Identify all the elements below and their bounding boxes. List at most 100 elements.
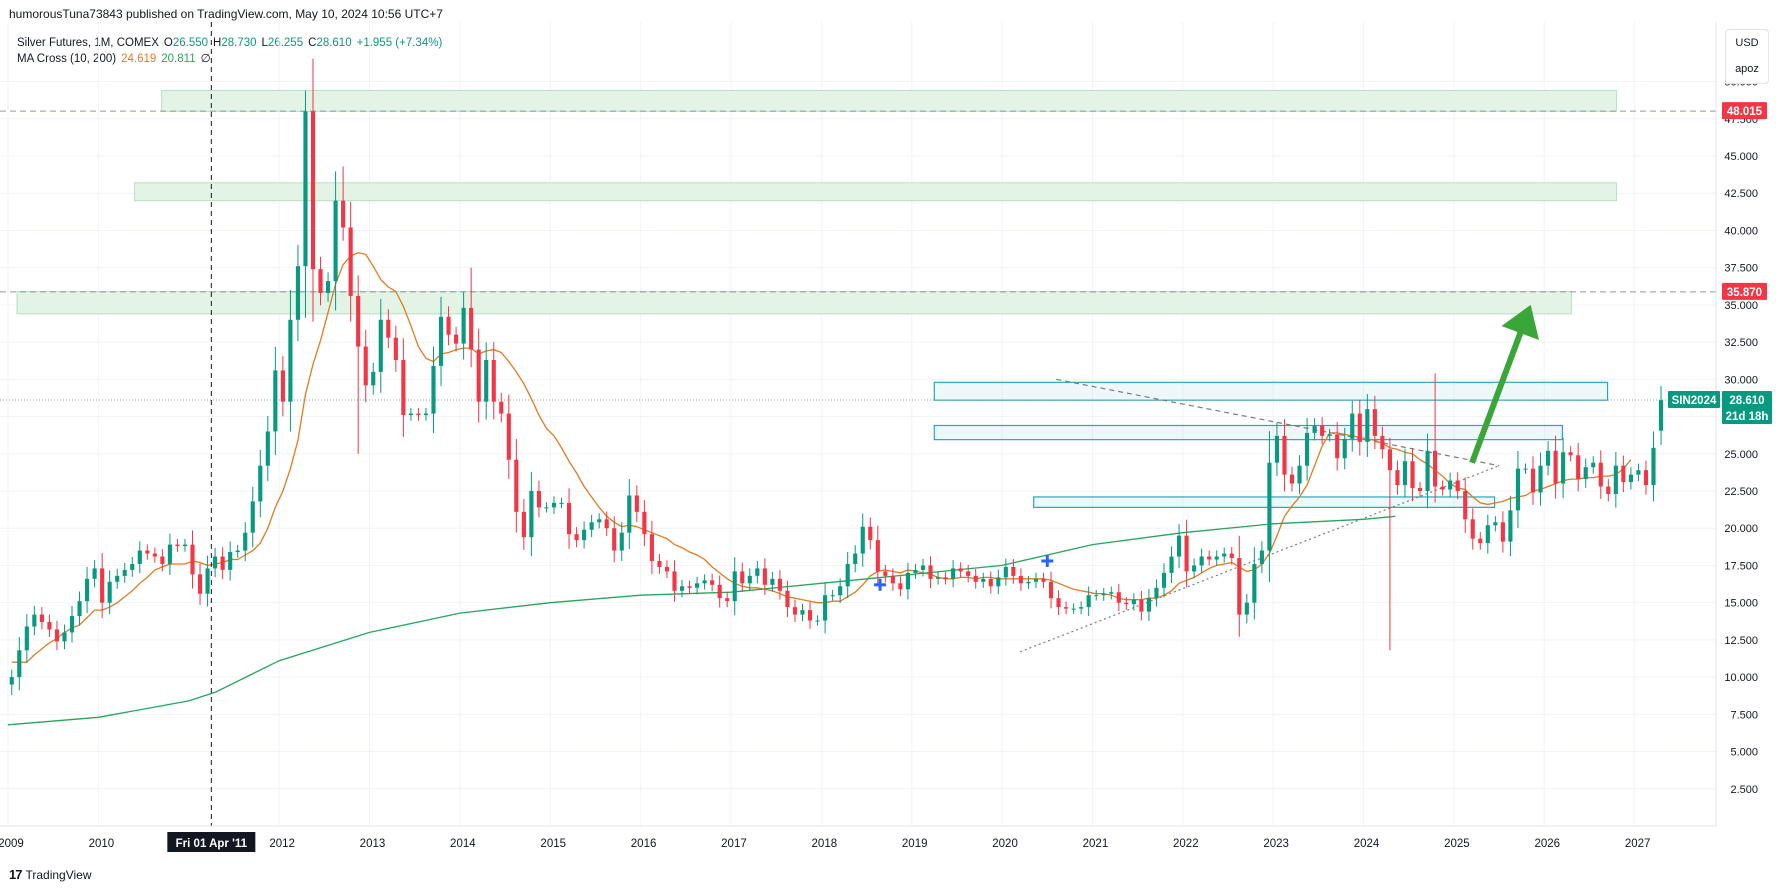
candle-body — [664, 566, 670, 572]
candle-body — [612, 528, 617, 551]
candle-body — [47, 622, 52, 630]
candle-body — [1523, 468, 1528, 470]
price-tag-high-text: 48.015 — [1727, 106, 1763, 118]
symbol-tag-text: SIN2024 — [1672, 395, 1717, 407]
candle-body — [1214, 556, 1219, 560]
candle-body — [1109, 592, 1114, 594]
y-tick-label: 40.000 — [1724, 225, 1758, 237]
candle-body — [1508, 510, 1513, 542]
candle-body — [506, 413, 511, 460]
candle-body — [54, 629, 60, 642]
candle-body — [1455, 480, 1460, 491]
candle-body — [514, 459, 519, 512]
y-tick-label: 17.500 — [1724, 560, 1758, 572]
candle-body — [589, 522, 594, 530]
candle-body — [1222, 553, 1227, 557]
candle-body — [273, 370, 278, 432]
candle-body — [17, 650, 22, 678]
y-tick-label: 37.500 — [1724, 263, 1758, 275]
candle-body — [1417, 488, 1423, 491]
symbol-line[interactable]: Silver Futures, 1M, COMEX — [17, 37, 159, 49]
open-label: O — [163, 37, 173, 49]
candle-body — [1327, 434, 1332, 436]
candle-body — [710, 580, 715, 585]
candle-body — [913, 569, 918, 573]
candle-body — [1576, 455, 1581, 480]
candle-body — [536, 491, 541, 508]
candle-body — [1387, 449, 1392, 471]
x-tick-label: 2015 — [540, 838, 566, 850]
candle-body — [62, 632, 67, 642]
currency-unit-selector[interactable]: USD apoz — [1725, 29, 1769, 84]
candle-body — [288, 319, 293, 402]
ma-slow-line — [7, 515, 1396, 726]
candle-body — [333, 200, 338, 282]
candle-body — [1192, 565, 1197, 572]
moving-averages — [7, 252, 1632, 726]
candle-body — [1643, 470, 1649, 486]
candle-body — [1545, 450, 1551, 466]
unit-label[interactable]: apoz — [1735, 63, 1759, 75]
candle-body — [446, 316, 451, 335]
candle-body — [830, 595, 835, 597]
candle-body — [295, 266, 301, 320]
candle-body — [1071, 608, 1076, 610]
candle-body — [1372, 409, 1377, 436]
candle-body — [1274, 435, 1280, 463]
candle-body — [838, 586, 843, 596]
candle-body — [1207, 556, 1212, 560]
candle-body — [265, 431, 270, 466]
candle-body — [898, 583, 903, 590]
candle-body — [785, 590, 790, 608]
symbol-tag-bg — [1668, 391, 1720, 409]
candle-body — [1651, 447, 1656, 486]
candle-body — [1380, 435, 1385, 450]
crosshair-date-tag: Fri 01 Apr '11 — [167, 832, 256, 852]
candle-body — [9, 677, 14, 685]
y-tick-label: 20.000 — [1724, 523, 1758, 535]
open-value: 26.550 — [172, 37, 209, 49]
candle-body — [943, 577, 948, 579]
x-tick-label: 2014 — [450, 838, 476, 850]
candle-body — [770, 578, 775, 585]
candle-body — [951, 568, 956, 579]
candle-body — [213, 556, 218, 569]
x-tick-label: 2016 — [631, 838, 657, 850]
candle-body — [1583, 467, 1588, 480]
candle-body — [582, 529, 587, 541]
currency-label[interactable]: USD — [1735, 37, 1759, 49]
candle-body — [521, 511, 526, 538]
grid — [0, 22, 1716, 826]
low-label: L — [261, 37, 268, 49]
candle-body — [32, 614, 37, 627]
price-tag-high: 48.015 — [1722, 102, 1767, 120]
candle-body — [1154, 587, 1159, 599]
candle-body — [107, 581, 112, 603]
change-value: +1.955 (+7.34%) — [356, 37, 443, 49]
candle-body — [597, 519, 602, 523]
candle-body — [988, 578, 993, 587]
x-tick-label: 2022 — [1173, 838, 1199, 850]
candle-body — [1267, 462, 1272, 551]
y-tick-label: 7.500 — [1730, 709, 1758, 721]
candle-body — [235, 550, 240, 553]
candle-body — [1568, 452, 1573, 456]
indicator-name[interactable]: MA Cross (10, 200) — [17, 53, 117, 65]
candle-body — [408, 413, 413, 416]
candle-body — [1628, 474, 1633, 483]
candle-body — [476, 349, 481, 402]
high-value: 28.730 — [221, 37, 257, 49]
candle-body — [1342, 438, 1347, 459]
candle-body — [469, 307, 474, 350]
candle-body — [1289, 474, 1295, 484]
candle-body — [657, 560, 662, 567]
candle-body — [823, 595, 828, 621]
candle-body — [1101, 593, 1106, 596]
y-tick-label: 12.500 — [1724, 635, 1758, 647]
candle-body — [250, 501, 255, 533]
countdown-tag: 21d 18h — [1722, 407, 1772, 425]
candle-body — [1282, 435, 1287, 475]
candle-body — [1658, 400, 1664, 431]
candle-body — [649, 534, 654, 561]
